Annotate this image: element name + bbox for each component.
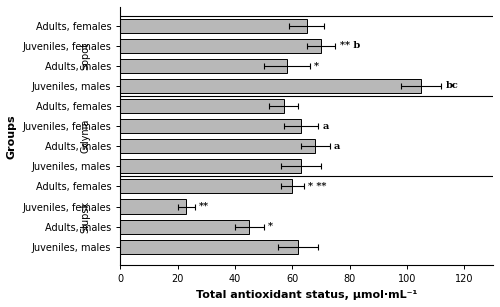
Text: Gdynia: Gdynia xyxy=(80,119,90,154)
Bar xyxy=(120,99,284,113)
Bar xyxy=(120,240,298,254)
Bar xyxy=(120,39,321,53)
Bar xyxy=(120,19,306,33)
Bar xyxy=(120,119,301,133)
Bar xyxy=(120,159,301,173)
Bar xyxy=(120,179,292,193)
Text: Slupsk: Slupsk xyxy=(80,200,90,233)
Text: Sopot: Sopot xyxy=(80,42,90,70)
Text: a: a xyxy=(322,122,329,131)
Bar xyxy=(120,139,316,153)
Y-axis label: Groups: Groups xyxy=(7,114,17,158)
X-axis label: Total antioxidant status, μmol·mL⁻¹: Total antioxidant status, μmol·mL⁻¹ xyxy=(196,290,418,300)
Text: a: a xyxy=(334,142,340,151)
Text: *: * xyxy=(314,61,319,70)
Text: bc: bc xyxy=(446,81,458,91)
Bar xyxy=(120,220,250,234)
Bar xyxy=(120,200,186,214)
Text: *: * xyxy=(268,222,273,231)
Bar xyxy=(120,59,286,73)
Text: * **: * ** xyxy=(308,182,326,191)
Text: ** b: ** b xyxy=(340,41,360,50)
Bar xyxy=(120,79,422,93)
Text: **: ** xyxy=(199,202,209,211)
